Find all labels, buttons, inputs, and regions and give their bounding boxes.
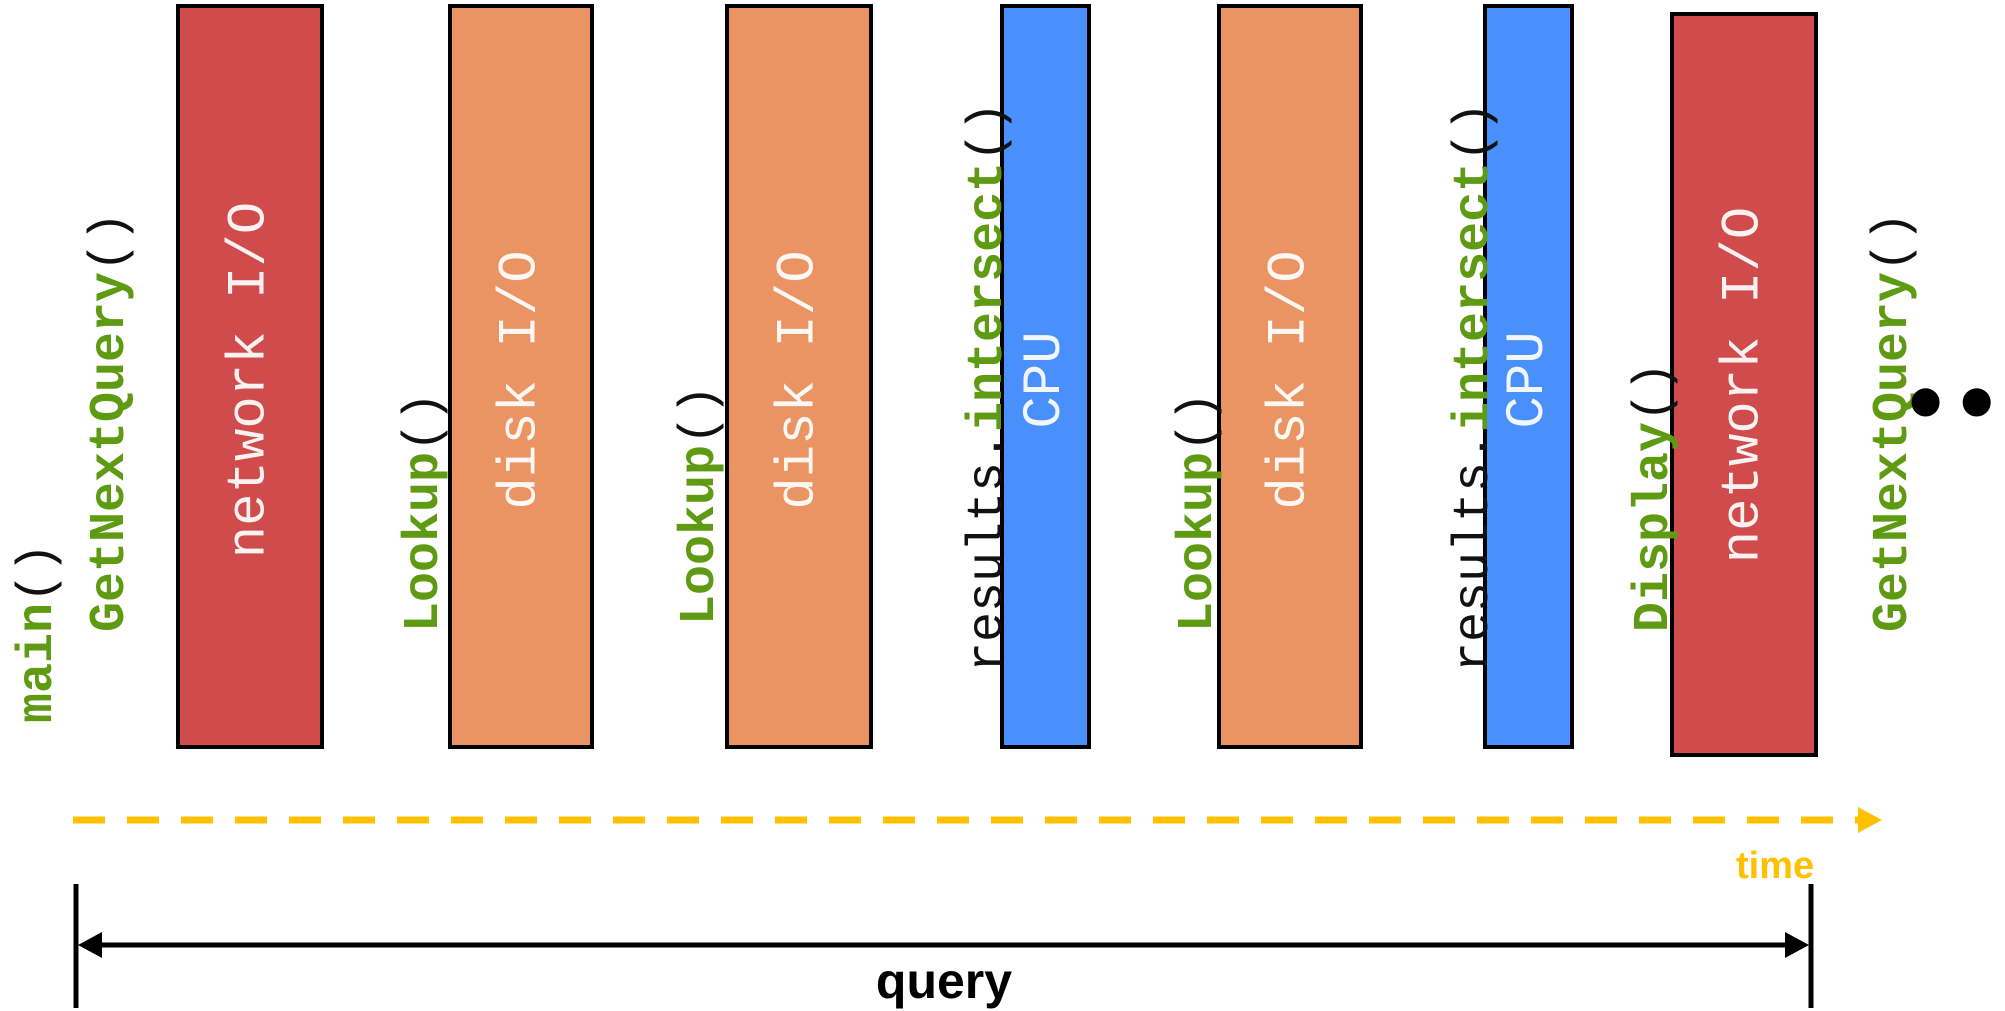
call-function-name: GetNextQuery: [1865, 272, 1922, 632]
call-object-prefix: results.: [960, 432, 1017, 672]
call-lookup-2-label: Lookup(): [672, 385, 729, 625]
block-network-1: network I/O: [176, 4, 324, 749]
call-parentheses: (): [1170, 392, 1227, 452]
block-disk-1: disk I/O: [448, 4, 594, 749]
call-parentheses: (): [396, 392, 453, 452]
cpu-block-rect: [1000, 4, 1091, 749]
call-function-name: Lookup: [396, 452, 453, 632]
network-block-label: network I/O: [1714, 207, 1775, 563]
call-function-name: Lookup: [1170, 452, 1227, 632]
call-intersect-2-label: results.intersect(): [1446, 102, 1503, 672]
cpu-block-label: CPU: [1498, 331, 1559, 428]
disk-block-rect: [448, 4, 594, 749]
cpu-block-label: CPU: [1015, 331, 1076, 428]
disk-block-label: disk I/O: [769, 250, 830, 509]
call-getnextquery-2-label: GetNextQuery(): [1865, 212, 1922, 632]
call-function-name: intersect: [960, 162, 1017, 432]
query-span-label: query: [876, 953, 1012, 1009]
call-intersect-1-label: results.intersect(): [960, 102, 1017, 672]
block-network-2: network I/O: [1670, 12, 1818, 757]
block-cpu-1: CPU: [1000, 4, 1091, 749]
call-function-name: Display: [1626, 422, 1683, 632]
calls-layer: main() GetNextQuery()Lookup()Lookup()resu…: [10, 102, 1922, 723]
query-span-arrow-right: [1785, 932, 1809, 958]
call-function-name: main: [10, 603, 67, 723]
call-parentheses: (): [672, 385, 729, 445]
network-block-rect: [176, 4, 324, 749]
call-lookup-3-label: Lookup(): [1170, 392, 1227, 632]
call-function-name: GetNextQuery: [82, 272, 139, 632]
block-disk-2: disk I/O: [725, 4, 873, 749]
call-function-name: Lookup: [672, 445, 729, 625]
block-disk-3: disk I/O: [1217, 4, 1363, 749]
disk-block-label: disk I/O: [491, 250, 552, 509]
block-cpu-2: CPU: [1483, 4, 1574, 749]
cpu-block-rect: [1483, 4, 1574, 749]
call-getnextquery-1-label: GetNextQuery(): [82, 212, 139, 632]
network-block-label: network I/O: [220, 202, 281, 558]
blocks-layer: network I/O disk I/O disk I/O CPU disk I/O CP…: [176, 4, 1818, 757]
call-parentheses: (): [10, 543, 67, 603]
call-parentheses: (): [1446, 102, 1503, 162]
disk-block-rect: [1217, 4, 1363, 749]
time-axis-label: time: [1736, 845, 1814, 887]
disk-block-rect: [725, 4, 873, 749]
call-parentheses: (): [960, 102, 1017, 162]
call-display-label: Display(): [1626, 362, 1683, 632]
query-span-arrow-left: [78, 932, 102, 958]
disk-block-label: disk I/O: [1260, 250, 1321, 509]
call-parentheses: (): [1626, 362, 1683, 422]
time-axis-arrowhead: [1858, 807, 1882, 833]
call-object-prefix: results.: [1446, 432, 1503, 672]
call-parentheses: (): [82, 212, 139, 272]
network-block-rect: [1670, 12, 1818, 757]
call-function-name: intersect: [1446, 162, 1503, 432]
call-main-label: main(): [10, 543, 67, 723]
call-parentheses: (): [1865, 212, 1922, 272]
call-lookup-1-label: Lookup(): [396, 392, 453, 632]
continuation-ellipsis: •••: [1900, 358, 2005, 451]
